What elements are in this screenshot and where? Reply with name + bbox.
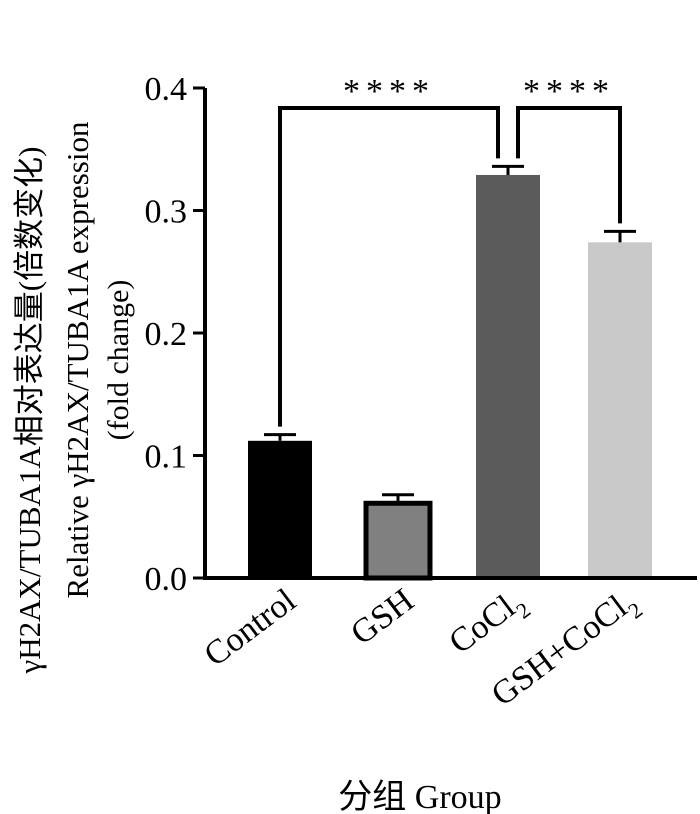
bar	[588, 242, 652, 578]
bars	[248, 164, 652, 581]
y-tick-label: 0.2	[145, 316, 188, 353]
significance-label: ****	[523, 73, 615, 110]
y-axis-label-line: γH2AX/TUBA1A相对表达量(倍数变化)	[12, 147, 47, 675]
x-tick-label-main: GSH	[344, 582, 421, 652]
y-tick-label: 0.3	[145, 194, 188, 231]
bar	[363, 500, 433, 581]
y-axis: 0.0 0.1 0.2 0.3 0.4	[145, 71, 207, 598]
x-tick-label-main: Control	[198, 582, 303, 674]
x-tick-label: GSH	[344, 582, 421, 652]
y-axis-label: γH2AX/TUBA1A相对表达量(倍数变化) Relative γH2AX/TU…	[12, 121, 135, 674]
significance-brackets: **** ****	[278, 73, 622, 427]
significance-bracket	[278, 106, 500, 427]
y-axis-label-line: Relative γH2AX/TUBA1A expression	[60, 121, 95, 598]
y-tick-label: 0.1	[145, 439, 188, 476]
bar	[248, 440, 312, 578]
y-tick-label: 0.0	[145, 561, 188, 598]
significance-bracket	[516, 106, 622, 224]
bar	[476, 174, 540, 578]
x-axis-label: 分组 Group	[338, 778, 501, 814]
x-tick-label: Control	[198, 582, 303, 674]
y-tick-label: 0.4	[145, 71, 188, 108]
x-tick-label: CoCl2	[442, 582, 535, 667]
significance-label: ****	[343, 73, 435, 110]
y-axis-label-line: (fold change)	[102, 280, 135, 441]
x-tick-label-main: CoCl	[442, 588, 522, 661]
